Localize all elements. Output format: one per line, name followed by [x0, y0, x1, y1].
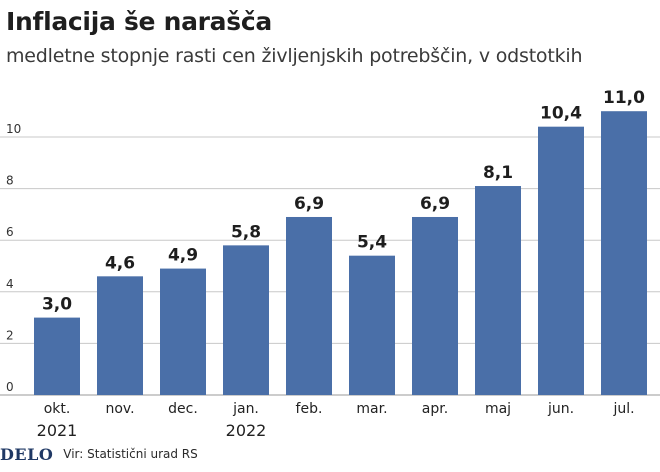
- bar: [538, 126, 584, 396]
- source-note: Vir: Statistični urad RS: [63, 447, 198, 461]
- bar: [412, 216, 458, 395]
- x-year-label: 2022: [226, 421, 267, 440]
- bar: [223, 245, 269, 395]
- x-tick-label: dec.: [168, 401, 198, 417]
- x-tick-label: feb.: [296, 401, 323, 417]
- x-year-label: 2021: [37, 421, 78, 440]
- x-tick-label: jul.: [612, 401, 634, 417]
- bar: [349, 255, 395, 395]
- y-tick-label: 6: [6, 225, 14, 239]
- data-label: 11,0: [603, 88, 645, 108]
- delo-logo: DELO: [0, 444, 54, 464]
- y-tick-label: 2: [6, 328, 14, 342]
- data-label: 6,9: [420, 194, 450, 214]
- y-tick-label: 10: [6, 122, 21, 136]
- bar: [97, 276, 143, 395]
- y-tick-label: 0: [6, 380, 14, 394]
- y-tick-label: 4: [6, 277, 14, 291]
- chart-footer: DELO Vir: Statistični urad RS: [0, 440, 198, 468]
- x-tick-label: jan.: [232, 401, 259, 417]
- x-tick-label: mar.: [356, 401, 387, 417]
- data-label: 6,9: [294, 194, 324, 214]
- data-label: 4,9: [168, 246, 198, 266]
- x-tick-label: jun.: [547, 401, 574, 417]
- y-tick-label: 8: [6, 174, 14, 188]
- data-label: 10,4: [540, 104, 582, 124]
- data-label: 8,1: [483, 163, 513, 183]
- bar: [286, 216, 332, 395]
- chart-subtitle: medletne stopnje rasti cen življenjskih …: [6, 45, 583, 67]
- bar: [601, 111, 647, 395]
- data-label: 4,6: [105, 253, 135, 273]
- bar: [34, 317, 80, 395]
- chart-title: Inflacija še narašča: [6, 7, 272, 36]
- data-label: 3,0: [42, 295, 72, 315]
- x-tick-label: nov.: [105, 401, 134, 417]
- bar: [475, 186, 521, 395]
- x-tick-label: maj: [485, 401, 511, 417]
- x-tick-label: apr.: [422, 401, 448, 417]
- data-label: 5,4: [357, 233, 387, 253]
- chart-header: Inflacija še narašča medletne stopnje ra…: [6, 4, 583, 69]
- x-tick-label: okt.: [44, 401, 71, 417]
- bar: [160, 268, 206, 395]
- data-label: 5,8: [231, 222, 261, 242]
